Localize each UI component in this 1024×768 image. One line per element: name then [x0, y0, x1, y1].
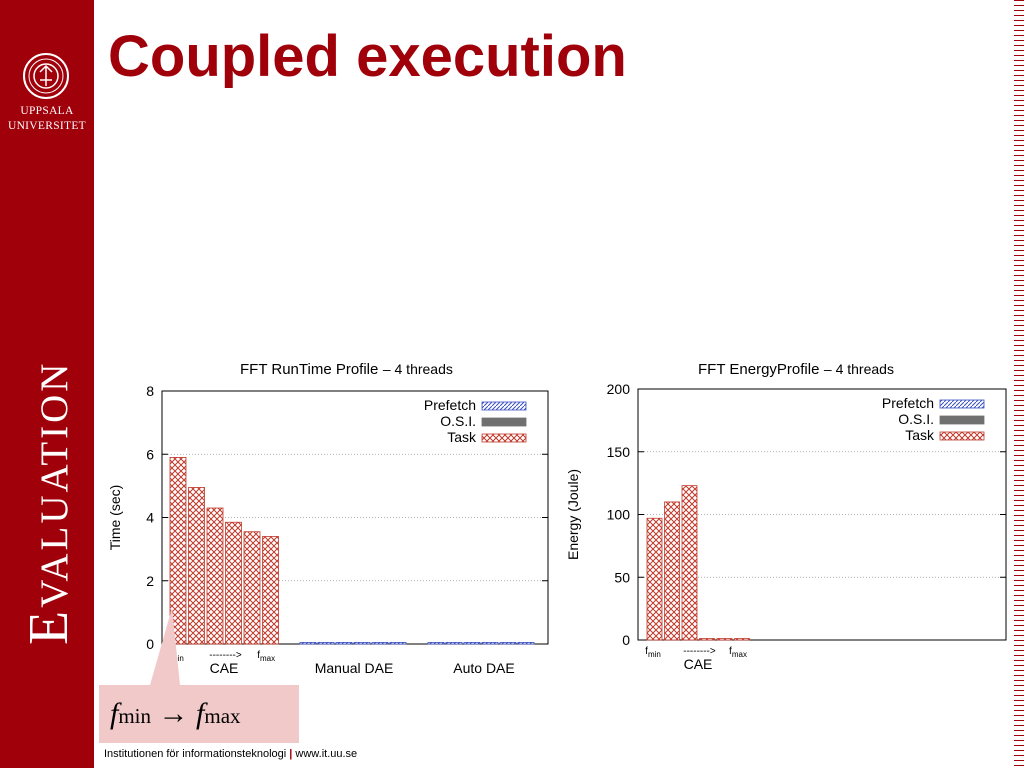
- arrow-label: -------->: [683, 646, 716, 657]
- legend-swatch-task: [939, 431, 985, 441]
- bar-task-cae-0: [169, 457, 187, 645]
- group-label-manual-dae: Manual DAE: [315, 660, 394, 676]
- callout-box: [99, 685, 299, 743]
- bar-prefetch-manual-dae-5: [389, 642, 407, 645]
- slide-title: Coupled execution: [108, 24, 627, 89]
- legend-swatch-prefetch: [939, 399, 985, 409]
- bar-task-cae-1: [188, 487, 205, 645]
- footer: Institutionen för informationsteknologi …: [104, 748, 357, 760]
- university-name-line-2: UNIVERSITET: [7, 120, 87, 132]
- group-label-cae: CAE: [210, 660, 239, 676]
- university-seal-icon: [23, 53, 69, 99]
- bar-prefetch-manual-dae-1: [317, 642, 335, 645]
- bar-task-cae-4: [716, 638, 733, 641]
- bar-prefetch-auto-dae-3: [481, 642, 499, 645]
- bar-prefetch-auto-dae-4: [499, 642, 517, 645]
- bar-prefetch-auto-dae-1: [445, 642, 463, 645]
- y-axis-label: Time (sec): [107, 485, 123, 551]
- energy-chart-title-sub: – 4 threads: [823, 361, 894, 377]
- bar-task-cae-3: [225, 521, 242, 645]
- footer-separator: |: [289, 748, 293, 760]
- legend-label-task: Task: [905, 427, 935, 443]
- f-min-subscript: min: [171, 654, 184, 663]
- legend-label-prefetch: Prefetch: [882, 395, 934, 411]
- bar-task-cae-5: [262, 536, 279, 645]
- bar-task-cae-3: [699, 638, 715, 641]
- callout-max: max: [204, 704, 241, 728]
- bar-prefetch-auto-dae-0: [427, 642, 445, 645]
- group-label-auto-dae: Auto DAE: [453, 660, 514, 676]
- f-max-subscript: max: [260, 654, 275, 663]
- runtime-chart-title-main: FFT RunTime Profile: [240, 361, 379, 378]
- legend-label-osi: O.S.I.: [440, 413, 476, 429]
- bar-prefetch-manual-dae-4: [371, 642, 389, 645]
- y-tick-label: 0: [622, 632, 630, 648]
- y-tick-label: 8: [146, 383, 154, 399]
- y-tick-label: 2: [146, 573, 154, 589]
- group-label-cae: CAE: [684, 656, 713, 672]
- y-tick-label: 6: [146, 446, 154, 462]
- f-max-label: fmax: [729, 646, 747, 659]
- callout-f-min: f: [110, 697, 119, 730]
- bar-task-cae-4: [243, 531, 261, 645]
- y-tick-label: 4: [146, 510, 154, 526]
- legend-label-osi: O.S.I.: [898, 411, 934, 427]
- legend-swatch-task: [481, 433, 527, 443]
- bar-prefetch-manual-dae-2: [335, 642, 353, 645]
- bar-task-cae-5: [734, 638, 750, 641]
- bar-task-cae-1: [664, 501, 680, 641]
- f-max-label: fmax: [257, 650, 275, 663]
- f-min-label: fmin: [645, 646, 661, 659]
- energy-chart-title-main: FFT EnergyProfile: [698, 361, 820, 378]
- legend-swatch-osi: [481, 417, 527, 427]
- bar-prefetch-auto-dae-5: [517, 642, 535, 645]
- section-label: Evaluation: [18, 360, 80, 645]
- y-tick-label: 150: [607, 444, 631, 460]
- y-axis-label: Energy (Joule): [565, 469, 581, 560]
- bar-task-cae-2: [206, 507, 224, 645]
- bar-task-cae-0: [646, 517, 663, 641]
- callout-arrow: →: [158, 697, 189, 730]
- callout-f-max: f: [196, 697, 205, 730]
- legend-swatch-osi: [939, 415, 985, 425]
- callout-min: min: [118, 704, 152, 728]
- university-name: UPPSALA UNIVERSITET: [0, 104, 94, 134]
- bar-prefetch-auto-dae-2: [463, 642, 481, 645]
- legend-swatch-prefetch: [481, 401, 527, 411]
- y-tick-label: 100: [607, 507, 631, 523]
- runtime-chart-title-sub: – 4 threads: [382, 361, 453, 377]
- y-tick-label: 0: [146, 636, 154, 652]
- f-max-subscript: max: [732, 650, 747, 659]
- callout-pointer: [150, 608, 180, 685]
- energy-chart-title: FFT EnergyProfile – 4 threads: [698, 361, 894, 379]
- energy-chart: 0 50 100 150 200 Energy (Joule) CAE fmin -------…: [565, 381, 1007, 672]
- university-name-line-1: UPPSALA: [20, 105, 74, 117]
- y-tick-label: 200: [607, 381, 631, 397]
- sidebar-band: UPPSALA UNIVERSITET Evaluation: [0, 0, 94, 768]
- legend-label-prefetch: Prefetch: [424, 397, 476, 413]
- arrow-label: -------->: [209, 650, 242, 661]
- decorative-stripe: [1014, 0, 1024, 768]
- footer-department: Institutionen för informationsteknologi: [104, 748, 287, 760]
- bar-prefetch-manual-dae-0: [299, 642, 317, 645]
- runtime-chart-title: FFT RunTime Profile – 4 threads: [240, 361, 453, 379]
- bar-prefetch-manual-dae-3: [353, 642, 371, 645]
- bar-task-cae-2: [681, 485, 698, 641]
- f-min-subscript: min: [648, 650, 661, 659]
- footer-website[interactable]: www.it.uu.se: [295, 748, 358, 760]
- legend-label-task: Task: [447, 429, 477, 445]
- callout-text: fmin → fmax: [110, 697, 241, 731]
- y-tick-label: 50: [614, 569, 630, 585]
